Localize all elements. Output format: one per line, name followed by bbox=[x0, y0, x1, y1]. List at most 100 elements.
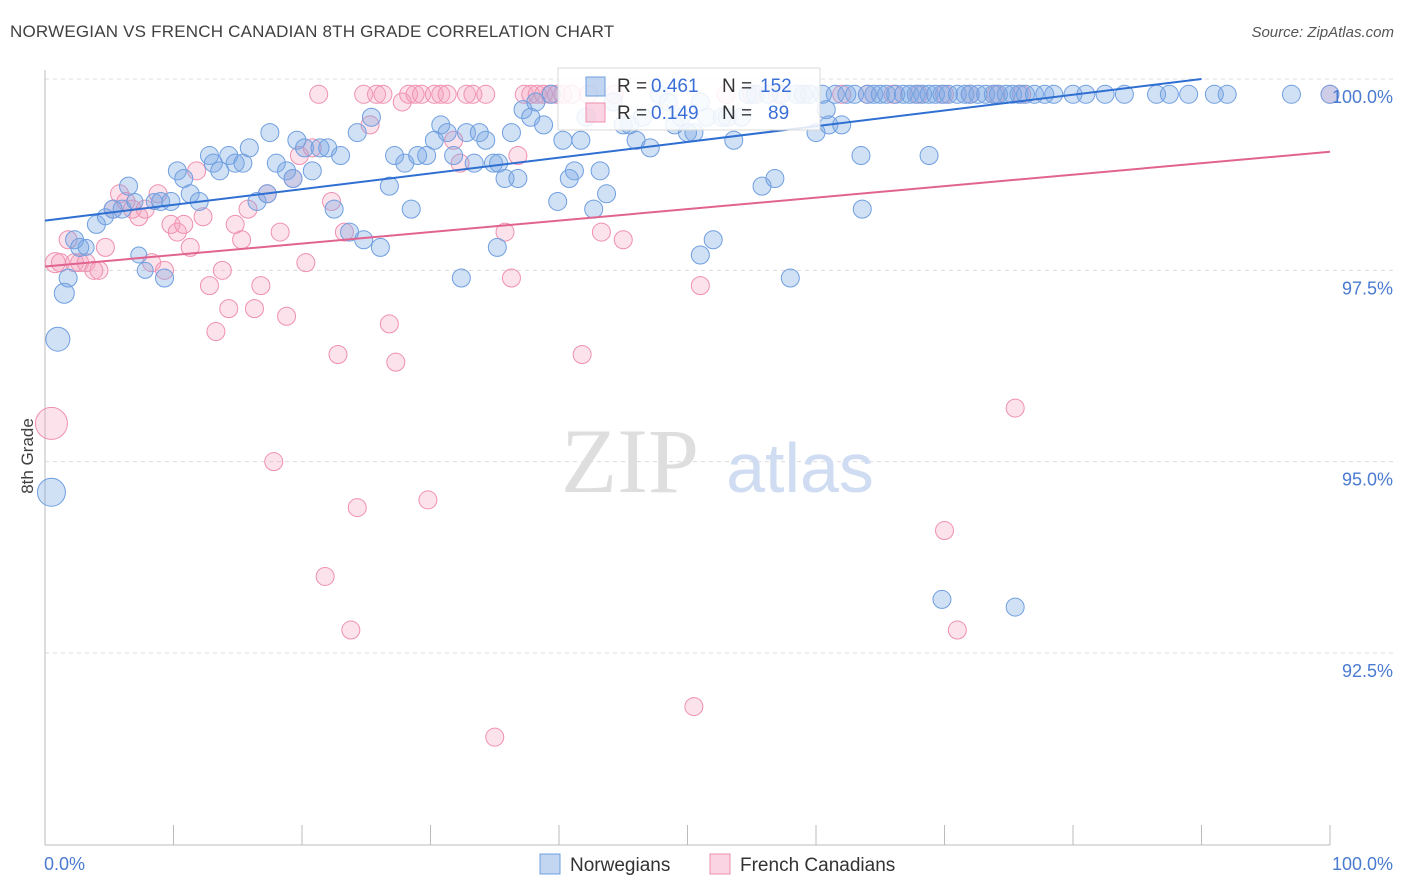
french-canadians-point bbox=[270, 222, 290, 242]
norwegians-point bbox=[590, 161, 610, 181]
norwegians-point bbox=[155, 268, 175, 288]
norwegians-point bbox=[70, 237, 90, 257]
stats-box: R = 0.461 N = 152 R = 0.149 N = 89 bbox=[557, 67, 821, 131]
norwegians-point bbox=[870, 84, 890, 104]
norwegians-point bbox=[53, 282, 75, 304]
norwegians-point bbox=[401, 199, 421, 219]
norwegians-point bbox=[225, 153, 245, 173]
legend-french-canadians-swatch bbox=[709, 853, 731, 875]
norwegians-point bbox=[852, 199, 872, 219]
norwegians-point bbox=[1179, 84, 1199, 104]
watermark-atlas: atlas bbox=[726, 429, 874, 507]
norwegians-point bbox=[501, 123, 521, 143]
norwegians-point bbox=[837, 84, 857, 104]
norwegians-point bbox=[932, 589, 952, 609]
french-canadians-point bbox=[405, 84, 425, 104]
french-canadians-r-label: R = bbox=[617, 103, 647, 124]
norwegians-point bbox=[302, 161, 322, 181]
norwegians-point bbox=[597, 184, 617, 204]
french-canadians-n-value: 89 bbox=[768, 103, 789, 124]
norwegians-point bbox=[1217, 84, 1237, 104]
chart-title: NORWEGIAN VS FRENCH CANADIAN 8TH GRADE C… bbox=[10, 22, 615, 41]
french-canadians-point bbox=[476, 84, 496, 104]
norwegians-point bbox=[919, 146, 939, 166]
norwegians-point bbox=[534, 115, 554, 135]
norwegians-point bbox=[354, 230, 374, 250]
french-canadians-point bbox=[935, 521, 954, 541]
french-canadians-point bbox=[591, 222, 611, 242]
norwegians-point bbox=[690, 245, 710, 265]
french-canadians-point bbox=[322, 191, 342, 211]
norwegians-point bbox=[36, 477, 66, 507]
norwegians-point bbox=[310, 138, 330, 158]
norwegians-point bbox=[1281, 84, 1301, 104]
watermark: ZIP atlas bbox=[561, 410, 874, 512]
norwegians-point bbox=[266, 153, 286, 173]
norwegians-point bbox=[765, 168, 785, 188]
norwegians-point bbox=[508, 168, 528, 188]
french-canadians-point bbox=[334, 222, 354, 242]
norwegians-point bbox=[548, 191, 568, 211]
norwegians-point bbox=[886, 84, 906, 104]
norwegians-point bbox=[203, 153, 223, 173]
tick-labels: 100.0% 97.5% 95.0% 92.5% 0.0% 100.0% bbox=[44, 87, 1393, 874]
norwegians-point bbox=[45, 326, 71, 352]
norwegians-point bbox=[1159, 84, 1179, 104]
french-canadians-point bbox=[450, 153, 470, 173]
french-canadians-point bbox=[58, 230, 78, 250]
norwegians-point bbox=[476, 130, 496, 150]
norwegians-trendline bbox=[44, 78, 1202, 222]
french-canadians-point bbox=[947, 620, 967, 640]
norwegians-point bbox=[239, 138, 259, 158]
french-canadians-point bbox=[206, 322, 226, 342]
y-tick-label: 100.0% bbox=[1332, 87, 1393, 107]
legend-french-canadians-label: French Canadians bbox=[740, 855, 895, 876]
french-canadians-point bbox=[437, 84, 457, 104]
norwegians-point bbox=[167, 161, 187, 181]
french-canadians-point bbox=[174, 214, 194, 234]
norwegians-r-label: R = bbox=[617, 76, 647, 97]
trendlines bbox=[44, 78, 1331, 268]
norwegians-point bbox=[968, 84, 988, 104]
french-canadians-point bbox=[167, 222, 187, 242]
french-canadians-point bbox=[199, 276, 219, 296]
norwegians-point bbox=[277, 161, 297, 181]
norwegians-point bbox=[469, 123, 489, 143]
norwegians-point bbox=[960, 84, 980, 104]
french-canadians-point bbox=[180, 237, 200, 257]
french-canadians-n-label: N = bbox=[722, 103, 752, 124]
norwegians-swatch bbox=[585, 76, 606, 97]
french-canadians-point bbox=[34, 406, 68, 440]
french-canadians-point bbox=[50, 253, 70, 273]
norwegians-point bbox=[1095, 84, 1115, 104]
norwegians-n-label: N = bbox=[722, 76, 752, 97]
french-canadians-point bbox=[501, 268, 521, 288]
norwegians-point bbox=[161, 191, 181, 211]
french-canadians-swatch bbox=[585, 102, 606, 123]
y-tick-label: 97.5% bbox=[1342, 278, 1393, 298]
french-canadians-point bbox=[328, 345, 348, 365]
norwegians-point bbox=[126, 192, 144, 210]
norwegians-point bbox=[130, 246, 148, 264]
norwegians-point bbox=[1320, 84, 1340, 104]
french-canadians-point bbox=[315, 566, 335, 586]
norwegians-point bbox=[324, 199, 344, 219]
norwegians-point bbox=[1005, 597, 1025, 617]
norwegians-point bbox=[1044, 84, 1064, 104]
norwegians-point bbox=[370, 237, 390, 257]
norwegians-point bbox=[564, 161, 584, 181]
norwegians-point bbox=[780, 268, 800, 288]
french-canadians-point bbox=[244, 299, 264, 319]
french-canadians-point bbox=[495, 222, 515, 242]
french-canadians-point bbox=[95, 237, 115, 257]
french-canadians-point bbox=[296, 253, 316, 273]
norwegians-r-value: 0.461 bbox=[651, 76, 699, 97]
french-canadians-point bbox=[367, 84, 387, 104]
norwegians-point bbox=[584, 199, 604, 219]
norwegians-point bbox=[136, 261, 154, 279]
french-canadians-point bbox=[277, 306, 297, 326]
french-canadians-point bbox=[508, 146, 528, 166]
french-canadians-point bbox=[89, 260, 109, 280]
norwegians-point bbox=[932, 84, 952, 104]
french-canadians-point bbox=[341, 620, 361, 640]
